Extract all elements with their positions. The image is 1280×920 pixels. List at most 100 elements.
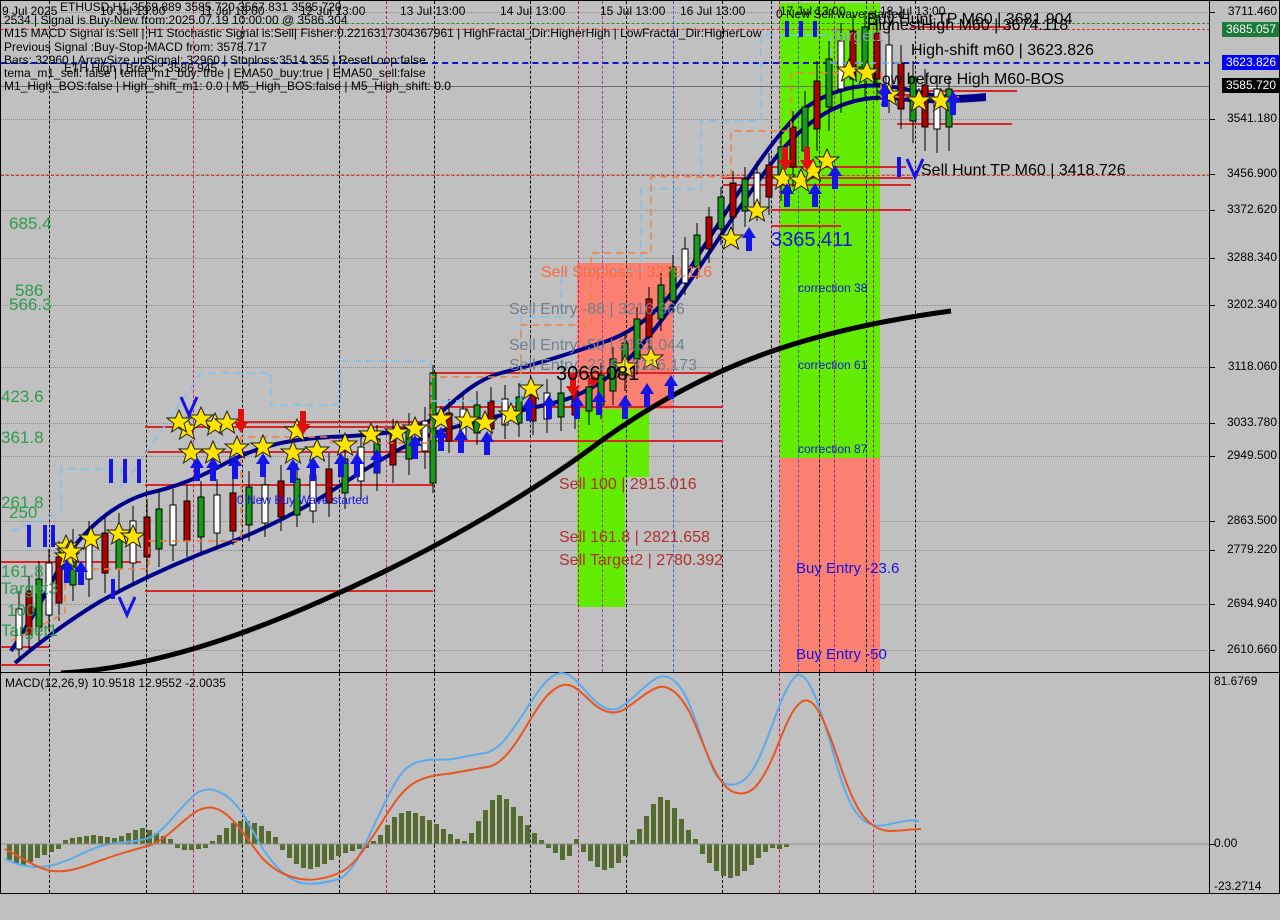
zone-sub-divider — [673, 1, 674, 672]
session-divider — [779, 1, 780, 672]
fibonacci-level-label: 566.3 — [9, 295, 52, 314]
main-chart-pane[interactable]: 0 New Sell wave started Buy Hunt TP M60 |… — [0, 0, 1210, 676]
chart-annotation: High-shift m60 | 3623.826 — [911, 42, 1094, 59]
time-gridline — [722, 1, 723, 672]
macd-line — [4, 671, 920, 885]
price-tick-mark — [1210, 12, 1215, 13]
level-line-red — [771, 209, 911, 211]
macd-gridline — [339, 673, 340, 893]
level-line-red — [723, 184, 911, 186]
time-gridline — [242, 1, 243, 672]
chart-annotation: Sell 161.8 | 2821.658 — [559, 529, 710, 546]
fibonacci-level-label: 423.6 — [1, 387, 44, 406]
price-gridline — [1, 650, 1210, 651]
time-tick-label: 14 Jul 13:00 — [500, 4, 566, 18]
price-tick-mark — [1210, 650, 1215, 651]
macd-gridline — [434, 673, 435, 893]
chart-annotation: Sell Target2 | 2780.392 — [559, 552, 723, 569]
price-tick-label: 2863.500 — [1226, 513, 1277, 527]
time-tick-label: 11 Jul 13:00 — [200, 4, 265, 18]
price-tick-mark — [1210, 119, 1215, 120]
level-line-red — [1, 664, 49, 666]
chart-annotation: Buy Entry -23.6 — [796, 560, 900, 577]
macd-gridline — [530, 673, 531, 893]
level-line-red — [239, 421, 435, 423]
chart-annotation: 0 New Buy Wave started — [237, 493, 369, 507]
price-level-badge[interactable]: 3623.826 — [1221, 55, 1279, 70]
fractal-channel-lower — [10, 72, 961, 642]
chart-annotation: HighestHigh M60 | 3674.118 — [867, 17, 1069, 34]
level-line-red — [771, 166, 906, 168]
sell-arrow-group — [234, 147, 814, 435]
macd-gridline — [626, 673, 627, 893]
macd-session-divider — [193, 673, 194, 893]
time-tick-label: 13 Jul 13:00 — [400, 4, 466, 18]
chart-annotation: 0 New Sell wave started — [776, 7, 905, 21]
level-line-red — [771, 225, 841, 227]
time-gridline — [626, 1, 627, 672]
price-tick-label: 2779.220 — [1226, 542, 1277, 556]
price-gridline — [1, 119, 1210, 120]
chart-annotation: correction 61 — [798, 358, 868, 372]
macd-tick-label: 81.6769 — [1214, 674, 1258, 688]
level-line-close — [1, 86, 1210, 87]
zone-sub-divider — [834, 1, 835, 672]
price-action-overlay — [9, 11, 987, 676]
price-tick-mark — [1210, 210, 1215, 211]
macd-indicator-pane[interactable]: MACD(12,26,9) 10.9518 12.9552 -2.0035 — [0, 671, 1210, 894]
price-tick-label: 3711.460 — [1227, 4, 1277, 18]
time-tick-label: 9 Jul 2025 — [2, 4, 58, 18]
price-level-badge[interactable]: 3585.720 — [1221, 78, 1279, 93]
time-gridline — [146, 1, 147, 672]
chart-annotation: correction 87 — [798, 442, 868, 456]
time-gridline — [771, 1, 772, 672]
price-tick-mark — [1210, 456, 1215, 457]
price-tick-mark — [1210, 604, 1215, 605]
price-level-badge[interactable]: 3685.057 — [1221, 22, 1279, 37]
price-gridline — [1, 12, 1210, 13]
time-gridline — [339, 1, 340, 672]
chart-annotation: Sell Hunt TP M60 | 3418.726 — [921, 162, 1126, 179]
time-gridline — [915, 1, 916, 672]
star-signal-group — [52, 57, 955, 569]
macd-tick-mark — [1210, 844, 1215, 845]
chart-annotation: 3365.411 — [771, 229, 853, 251]
fibonacci-level-label: 586 — [15, 281, 44, 300]
level-line-red — [431, 440, 723, 442]
price-tick-label: 2610.660 — [1226, 642, 1277, 656]
macd-histogram — [7, 795, 789, 878]
price-tick-label: 3541.180 — [1226, 111, 1277, 125]
chart-annotation: correction 38 — [798, 281, 868, 295]
price-tick-mark — [1210, 367, 1215, 368]
price-tick-mark — [1210, 305, 1215, 306]
level-line-red — [145, 484, 433, 486]
price-gridline — [1, 210, 1210, 211]
price-tick-mark — [1210, 423, 1215, 424]
reversal-marker — [587, 375, 599, 387]
price-gridline — [1, 258, 1210, 259]
ema-slow-line — [60, 308, 952, 676]
fibonacci-level-label: 361.8 — [1, 428, 44, 447]
price-tick-label: 3288.340 — [1226, 250, 1277, 264]
chart-annotation: Sell Stoploss | 3279.116 — [541, 264, 713, 281]
bear-correction-zone — [780, 458, 880, 673]
level-line-red — [897, 90, 1017, 92]
macd-value-axis[interactable]: 81.6769 0.00 -23.2714 — [1209, 672, 1280, 894]
level-line-signal — [1, 23, 1210, 24]
zone-sub-divider — [602, 1, 603, 672]
chart-annotation: Low before High M60-BOS — [873, 71, 1065, 88]
session-divider — [578, 1, 579, 672]
time-tick-label: 10 Jul 13:00 — [100, 4, 166, 18]
chart-annotation: Target1 — [831, 28, 885, 45]
price-tick-label: 3372.620 — [1226, 202, 1277, 216]
session-divider — [193, 1, 194, 672]
fibonacci-level-label: Target3 — [1, 579, 58, 598]
zone-sub-divider — [798, 1, 799, 672]
macd-plot — [1, 671, 1210, 885]
macd-tick-label: 0.00 — [1214, 836, 1238, 850]
time-tick-label: 16 Jul 13:00 — [680, 4, 746, 18]
macd-session-divider — [578, 673, 579, 893]
price-tick-label: 3202.340 — [1226, 297, 1277, 311]
price-axis[interactable]: 3711.460 3541.180 3456.900 3372.620 3288.340… — [1209, 0, 1280, 673]
price-tick-label: 3456.900 — [1226, 166, 1277, 180]
